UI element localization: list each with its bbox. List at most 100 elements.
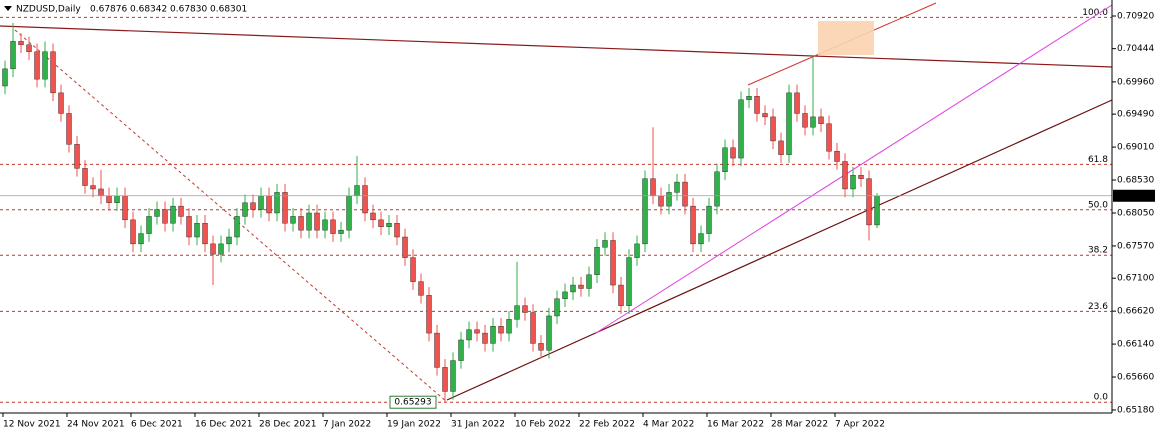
candle-body: [74, 144, 80, 169]
candle-body: [234, 216, 240, 238]
current-price-box: [1113, 189, 1155, 202]
candle-body: [722, 147, 728, 173]
y-tick-label: 0.67100: [1117, 274, 1154, 284]
candle-body: [482, 332, 488, 344]
candle-body: [634, 243, 640, 258]
candles: [0, 22, 1112, 403]
candle-body: [618, 284, 624, 306]
candle-body: [602, 240, 608, 248]
candle-body: [474, 329, 480, 334]
y-tick-label: 0.69960: [1117, 77, 1154, 87]
candle-body: [858, 175, 864, 179]
highlight-box: [818, 21, 874, 55]
candle-body: [714, 171, 720, 207]
candle-body: [330, 219, 336, 234]
candle-body: [306, 212, 312, 231]
candle-body: [522, 305, 528, 313]
fibonacci: 100.0 61.8 50.0 38.2 23.6 0.0 0.65293: [0, 8, 1112, 409]
candle-body: [650, 178, 656, 197]
candle-body: [186, 216, 192, 238]
candle-body: [202, 223, 208, 245]
y-tick-label: 0.67570: [1117, 241, 1154, 251]
trendline: [446, 99, 1113, 401]
candle-body: [530, 312, 536, 344]
candle-body: [594, 247, 600, 275]
fib-label: 0.0: [1094, 393, 1109, 403]
candle-body: [730, 147, 736, 159]
trendline: [0, 25, 1113, 68]
candle-body: [250, 202, 256, 210]
candle-body: [266, 195, 272, 214]
channel-line: [595, 4, 1113, 334]
candle-body: [50, 51, 56, 94]
candle-body: [226, 236, 232, 245]
candle-body: [346, 195, 352, 231]
fib-label: 23.6: [1088, 302, 1108, 312]
y-tick-label: 0.70920: [1117, 11, 1154, 21]
candle-body: [402, 236, 408, 258]
symbol-title: NZDUSD,Daily: [16, 5, 81, 15]
candle-body: [362, 185, 368, 214]
x-tick-label: 7 Apr 2022: [835, 420, 885, 430]
x-tick-label: 6 Dec 2021: [131, 420, 183, 430]
candle-body: [450, 360, 456, 392]
candle-body: [194, 223, 200, 238]
candle-body: [610, 240, 616, 286]
candle-body: [738, 99, 744, 159]
y-tick-label: 0.70444: [1117, 44, 1154, 54]
candle-body: [146, 216, 152, 234]
candle-body: [338, 229, 344, 234]
candle-body: [498, 326, 504, 334]
candle-body: [274, 192, 280, 214]
candle-body: [210, 243, 216, 255]
candle-body: [18, 41, 24, 46]
candle-body: [506, 319, 512, 334]
x-tick-label: 4 Mar 2022: [643, 420, 694, 430]
y-tick-label: 0.68050: [1117, 208, 1154, 218]
candle-body: [690, 205, 696, 245]
candle-body: [218, 243, 224, 255]
candle-body: [298, 216, 304, 231]
candle-body: [2, 68, 8, 87]
candle-body: [466, 329, 472, 341]
menu-arrow[interactable]: [4, 6, 12, 11]
y-tick-label: 0.69490: [1117, 110, 1154, 120]
candle-body: [682, 181, 688, 207]
candle-body: [674, 181, 680, 193]
candle-body: [418, 281, 424, 296]
candle-body: [826, 123, 832, 152]
candle-body: [138, 233, 144, 245]
candle-body: [850, 175, 856, 190]
x-tick-label: 22 Feb 2022: [579, 420, 635, 430]
x-tick-label: 16 Mar 2022: [707, 420, 764, 430]
y-tick-label: 0.66620: [1117, 307, 1154, 317]
candle-body: [434, 332, 440, 368]
y-tick-label: 0.69010: [1117, 143, 1154, 153]
candle-body: [570, 284, 576, 293]
fib-label: 100.0: [1082, 8, 1108, 18]
candle-body: [706, 205, 712, 234]
candle-body: [154, 209, 160, 217]
fib-label: 61.8: [1088, 155, 1108, 165]
candle-body: [106, 195, 112, 203]
candle-body: [90, 185, 96, 190]
x-tick-label: 28 Mar 2022: [771, 420, 828, 430]
candle-body: [354, 185, 360, 197]
candle-body: [178, 205, 184, 217]
y-tick-label: 0.65180: [1117, 405, 1154, 415]
fib-connector: [14, 29, 448, 403]
candle-body: [114, 195, 120, 203]
y-tick-label: 0.65660: [1117, 373, 1154, 383]
candle-body: [10, 41, 16, 70]
candle-body: [810, 116, 816, 128]
candle-body: [866, 178, 872, 226]
candle-body: [626, 257, 632, 306]
fib-label: 50.0: [1088, 200, 1108, 210]
x-tick-label: 24 Nov 2021: [67, 420, 125, 430]
candle-body: [394, 223, 400, 238]
candle-body: [258, 195, 264, 210]
candle-body: [290, 216, 296, 224]
candle-body: [778, 140, 784, 155]
